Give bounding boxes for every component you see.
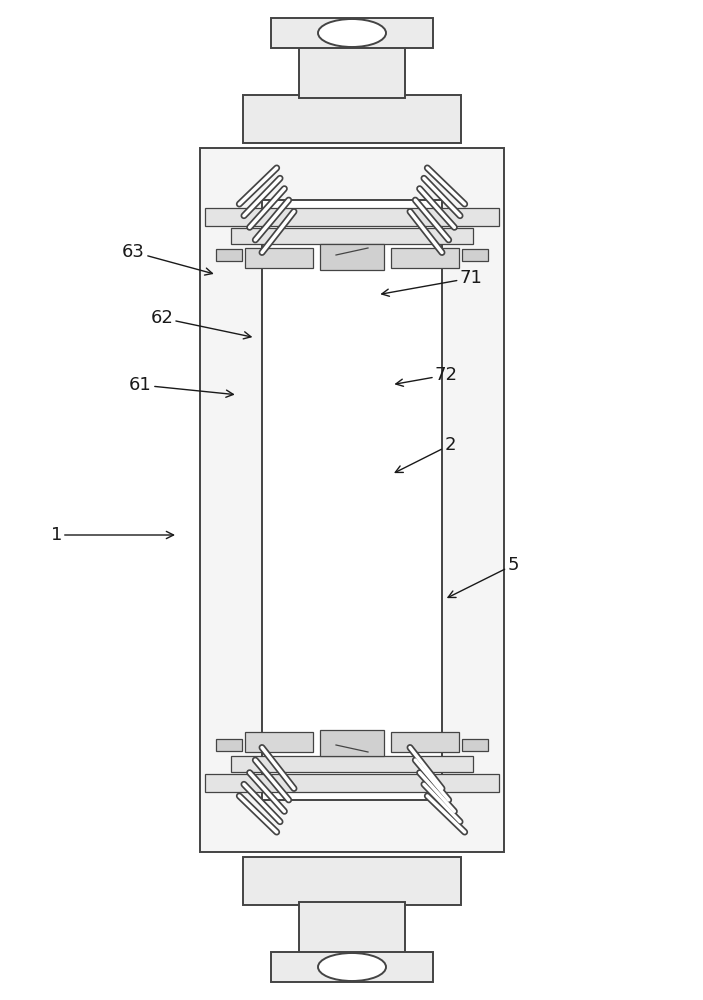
Text: 61: 61: [129, 376, 233, 397]
Bar: [231, 756, 473, 772]
Bar: [299, 30, 405, 98]
Bar: [391, 248, 459, 268]
Text: 2: 2: [395, 436, 456, 472]
Bar: [245, 248, 313, 268]
Bar: [205, 208, 499, 226]
Bar: [271, 952, 433, 982]
Bar: [320, 244, 384, 270]
Bar: [231, 228, 473, 244]
Text: 72: 72: [396, 366, 458, 386]
Text: 71: 71: [382, 269, 482, 296]
Bar: [216, 249, 242, 261]
Bar: [200, 148, 504, 852]
Ellipse shape: [318, 19, 386, 47]
Bar: [320, 730, 384, 756]
Text: 5: 5: [448, 556, 519, 597]
Text: 1: 1: [51, 526, 174, 544]
Bar: [216, 739, 242, 751]
Bar: [262, 200, 442, 800]
Bar: [243, 95, 461, 143]
Bar: [205, 774, 499, 792]
Text: 62: 62: [150, 309, 251, 339]
Bar: [245, 732, 313, 752]
Bar: [462, 739, 488, 751]
Text: 63: 63: [122, 243, 212, 275]
Bar: [271, 18, 433, 48]
Bar: [462, 249, 488, 261]
Bar: [299, 902, 405, 970]
Bar: [243, 857, 461, 905]
Bar: [391, 732, 459, 752]
Ellipse shape: [318, 953, 386, 981]
